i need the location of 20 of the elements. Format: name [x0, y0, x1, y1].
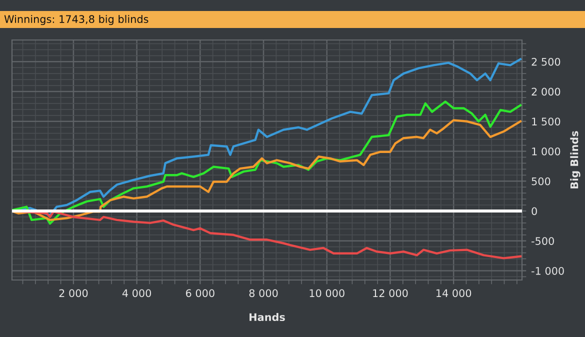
line-series — [12, 100, 522, 225]
x-tick-label: 6 000 — [186, 289, 214, 298]
x-tick-label: 14 000 — [436, 289, 472, 298]
x-tick-label: 4 000 — [122, 289, 152, 298]
chart-title: Winnings: 1743,8 big blinds — [4, 14, 148, 26]
x-axis-title: Hands — [250, 313, 285, 322]
x-tick-label: 10 000 — [310, 289, 344, 298]
y-tick-label: 1 500 — [532, 118, 560, 126]
y-axis-title: Big Blinds — [570, 131, 580, 188]
x-tick-label: 2 000 — [59, 289, 88, 298]
x-tick-label: 12 000 — [373, 289, 408, 298]
y-tick-label: 2 500 — [532, 58, 560, 66]
y-tick-label: -1 000 — [532, 266, 564, 275]
y-tick-label: -500 — [532, 237, 554, 245]
x-tick-label: 8 000 — [249, 289, 278, 298]
y-tick-label: 1 000 — [532, 147, 560, 156]
y-tick-label: 500 — [532, 177, 550, 186]
y-tick-label: 2 000 — [532, 88, 560, 96]
line-series — [12, 119, 522, 222]
y-tick-label: 0 — [532, 207, 537, 216]
